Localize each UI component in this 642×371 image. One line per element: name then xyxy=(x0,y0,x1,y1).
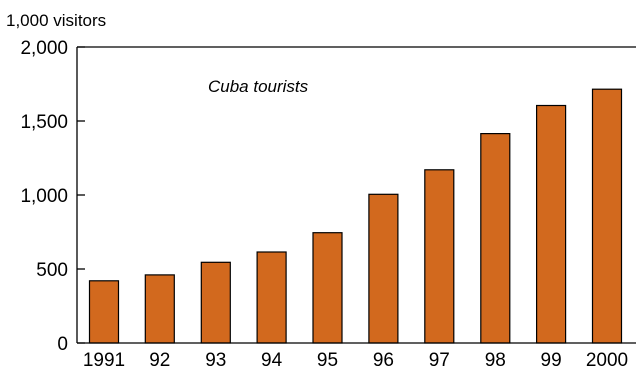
x-tick-label: 92 xyxy=(149,350,170,371)
bar-2000 xyxy=(591,88,623,344)
x-tick-label: 96 xyxy=(373,350,394,371)
x-tick-label: 98 xyxy=(485,350,506,371)
x-tick-label: 99 xyxy=(541,350,562,371)
y-tick-label: 1,500 xyxy=(20,112,68,133)
bar-95 xyxy=(312,232,343,344)
y-tick-label: 2,000 xyxy=(20,38,68,59)
chart-annotation: Cuba tourists xyxy=(208,77,309,96)
y-ticks-group: 0 500 1,000 1,500 2,000 xyxy=(20,38,85,355)
bar-94 xyxy=(256,251,287,344)
bar-96 xyxy=(368,193,399,344)
bar-98 xyxy=(480,133,511,344)
bar-99 xyxy=(535,104,567,344)
y-axis-unit-label: 1,000 visitors xyxy=(6,11,106,30)
x-tick-label: 97 xyxy=(429,350,450,371)
bars-group xyxy=(88,88,623,344)
x-tick-label: 93 xyxy=(205,350,226,371)
bar-93 xyxy=(200,261,231,344)
bar-1991 xyxy=(88,280,120,344)
y-tick-label: 1,000 xyxy=(20,186,68,207)
x-ticks-group: 1991 92 93 94 95 96 97 98 99 2000 xyxy=(83,350,628,371)
x-tick-label: 94 xyxy=(261,350,283,371)
bar-92 xyxy=(144,274,175,344)
x-tick-label: 95 xyxy=(317,350,338,371)
x-tick-label: 2000 xyxy=(586,350,628,371)
x-tick-label: 1991 xyxy=(83,350,125,371)
bar-97 xyxy=(424,169,455,344)
y-tick-label: 500 xyxy=(36,260,68,281)
y-tick-label: 0 xyxy=(57,334,68,355)
